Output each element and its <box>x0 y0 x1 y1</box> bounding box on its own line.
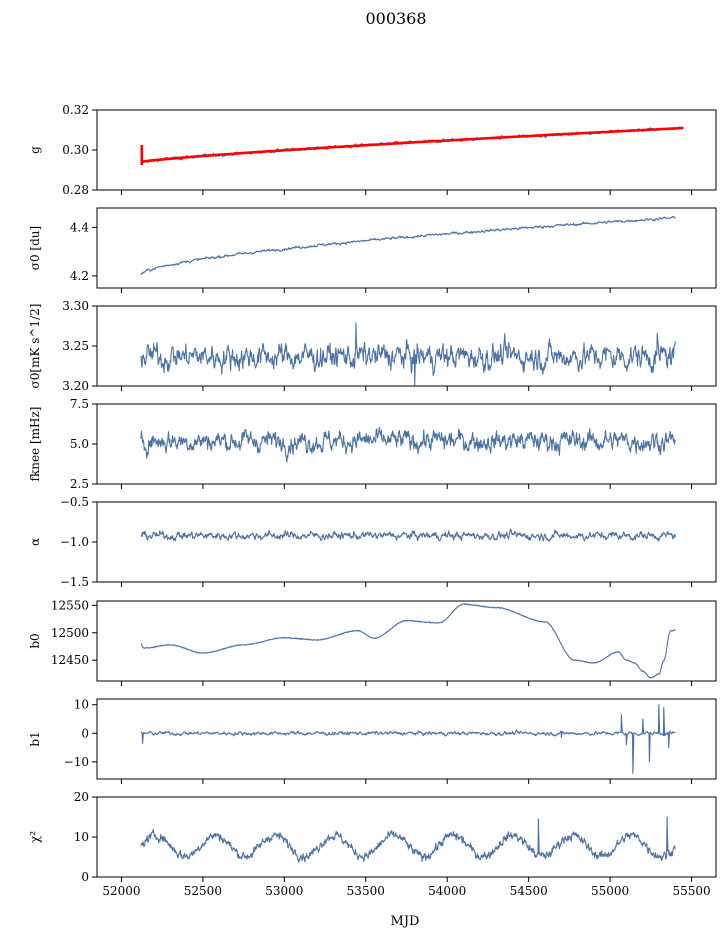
y-axis-label: g <box>28 146 42 154</box>
x-tick-label: 55000 <box>591 884 629 898</box>
x-tick-label: 55500 <box>672 884 710 898</box>
y-axis-label: σ0 [du] <box>28 226 42 270</box>
panel-6: 12450 12500 12550 b0 <box>28 598 717 686</box>
y-tick-label: 3.25 <box>62 339 89 353</box>
y-tick-label: 0.32 <box>62 103 89 117</box>
panel-4-series-line <box>140 426 676 463</box>
y-tick-label: 0 <box>81 726 89 740</box>
y-tick-label: −1.5 <box>60 575 89 589</box>
y-axis-label: fknee [mHz] <box>28 407 42 482</box>
panel-7: −10 0 10 b1 <box>28 698 717 784</box>
panel-2-series-line <box>140 215 676 275</box>
panel-5: −1.5 −1.0 −0.5 α <box>28 495 717 589</box>
panel-4: 2.5 5.0 7.5 fknee [mHz] <box>28 397 717 491</box>
y-tick-label: 0 <box>81 870 89 884</box>
y-tick-label: 20 <box>74 790 89 804</box>
y-axis-label: α <box>28 538 42 546</box>
y-tick-label: 10 <box>74 830 89 844</box>
y-tick-label: −0.5 <box>60 495 89 509</box>
y-tick-label: 12550 <box>51 598 89 612</box>
y-tick-label: 12500 <box>51 626 89 640</box>
x-tick-label: 52500 <box>184 884 222 898</box>
y-tick-label: 0.28 <box>62 183 89 197</box>
panel-3-series-line <box>140 322 676 386</box>
y-tick-label: −1.0 <box>60 535 89 549</box>
y-axis-label: χ² <box>28 831 42 843</box>
panel-4-frame <box>96 403 717 485</box>
panel-6-series-line <box>140 603 676 679</box>
panel-7-series-line <box>140 704 676 774</box>
x-tick-label: 53000 <box>265 884 303 898</box>
x-tick-label: 54000 <box>428 884 466 898</box>
panel-2: 4.2 4.4 σ0 [du] <box>28 207 717 293</box>
y-tick-label: 4.2 <box>70 269 89 283</box>
y-tick-label: 10 <box>74 698 89 712</box>
y-axis-label: σ0[mK s^1/2] <box>28 304 42 389</box>
y-tick-label: 2.5 <box>70 477 89 491</box>
panel-3: 3.20 3.25 3.30 σ0[mK s^1/2] <box>28 299 717 393</box>
y-tick-label: 0.30 <box>62 143 89 157</box>
panel-8-series-line <box>140 816 676 863</box>
x-tick-label: 53500 <box>347 884 385 898</box>
y-tick-label: 12450 <box>51 653 89 667</box>
panel-5-series-line <box>140 528 676 542</box>
y-tick-label: 3.30 <box>62 299 89 313</box>
panel-7-frame <box>96 698 717 780</box>
x-axis-label: MJD <box>391 914 420 929</box>
y-tick-label: 5.0 <box>70 437 89 451</box>
figure-title: 000368 <box>365 9 426 28</box>
panel-6-frame <box>96 600 717 682</box>
y-axis-label: b0 <box>28 633 42 648</box>
panel-1-fit-line <box>140 126 684 165</box>
panel-1-frame <box>96 109 717 191</box>
y-axis-label: b1 <box>28 731 42 746</box>
y-tick-label: −10 <box>64 755 89 769</box>
panel-8: 0 10 20 52000 52500 53000 53500 54000 54500 55000… <box>28 790 717 898</box>
panels-group: 0.28 0.30 0.32 g 4.2 4.4 σ0 [du] 3.20 3.25 3.30 σ0… <box>28 103 717 898</box>
panel-2-frame <box>96 207 717 289</box>
y-tick-label: 3.20 <box>62 379 89 393</box>
x-tick-label: 54500 <box>510 884 548 898</box>
panel-1: 0.28 0.30 0.32 g <box>28 103 717 197</box>
x-tick-label: 52000 <box>102 884 140 898</box>
y-tick-label: 4.4 <box>70 220 89 234</box>
y-tick-label: 7.5 <box>70 397 89 411</box>
panel-8-frame <box>96 796 717 878</box>
panel-5-frame <box>96 501 717 583</box>
